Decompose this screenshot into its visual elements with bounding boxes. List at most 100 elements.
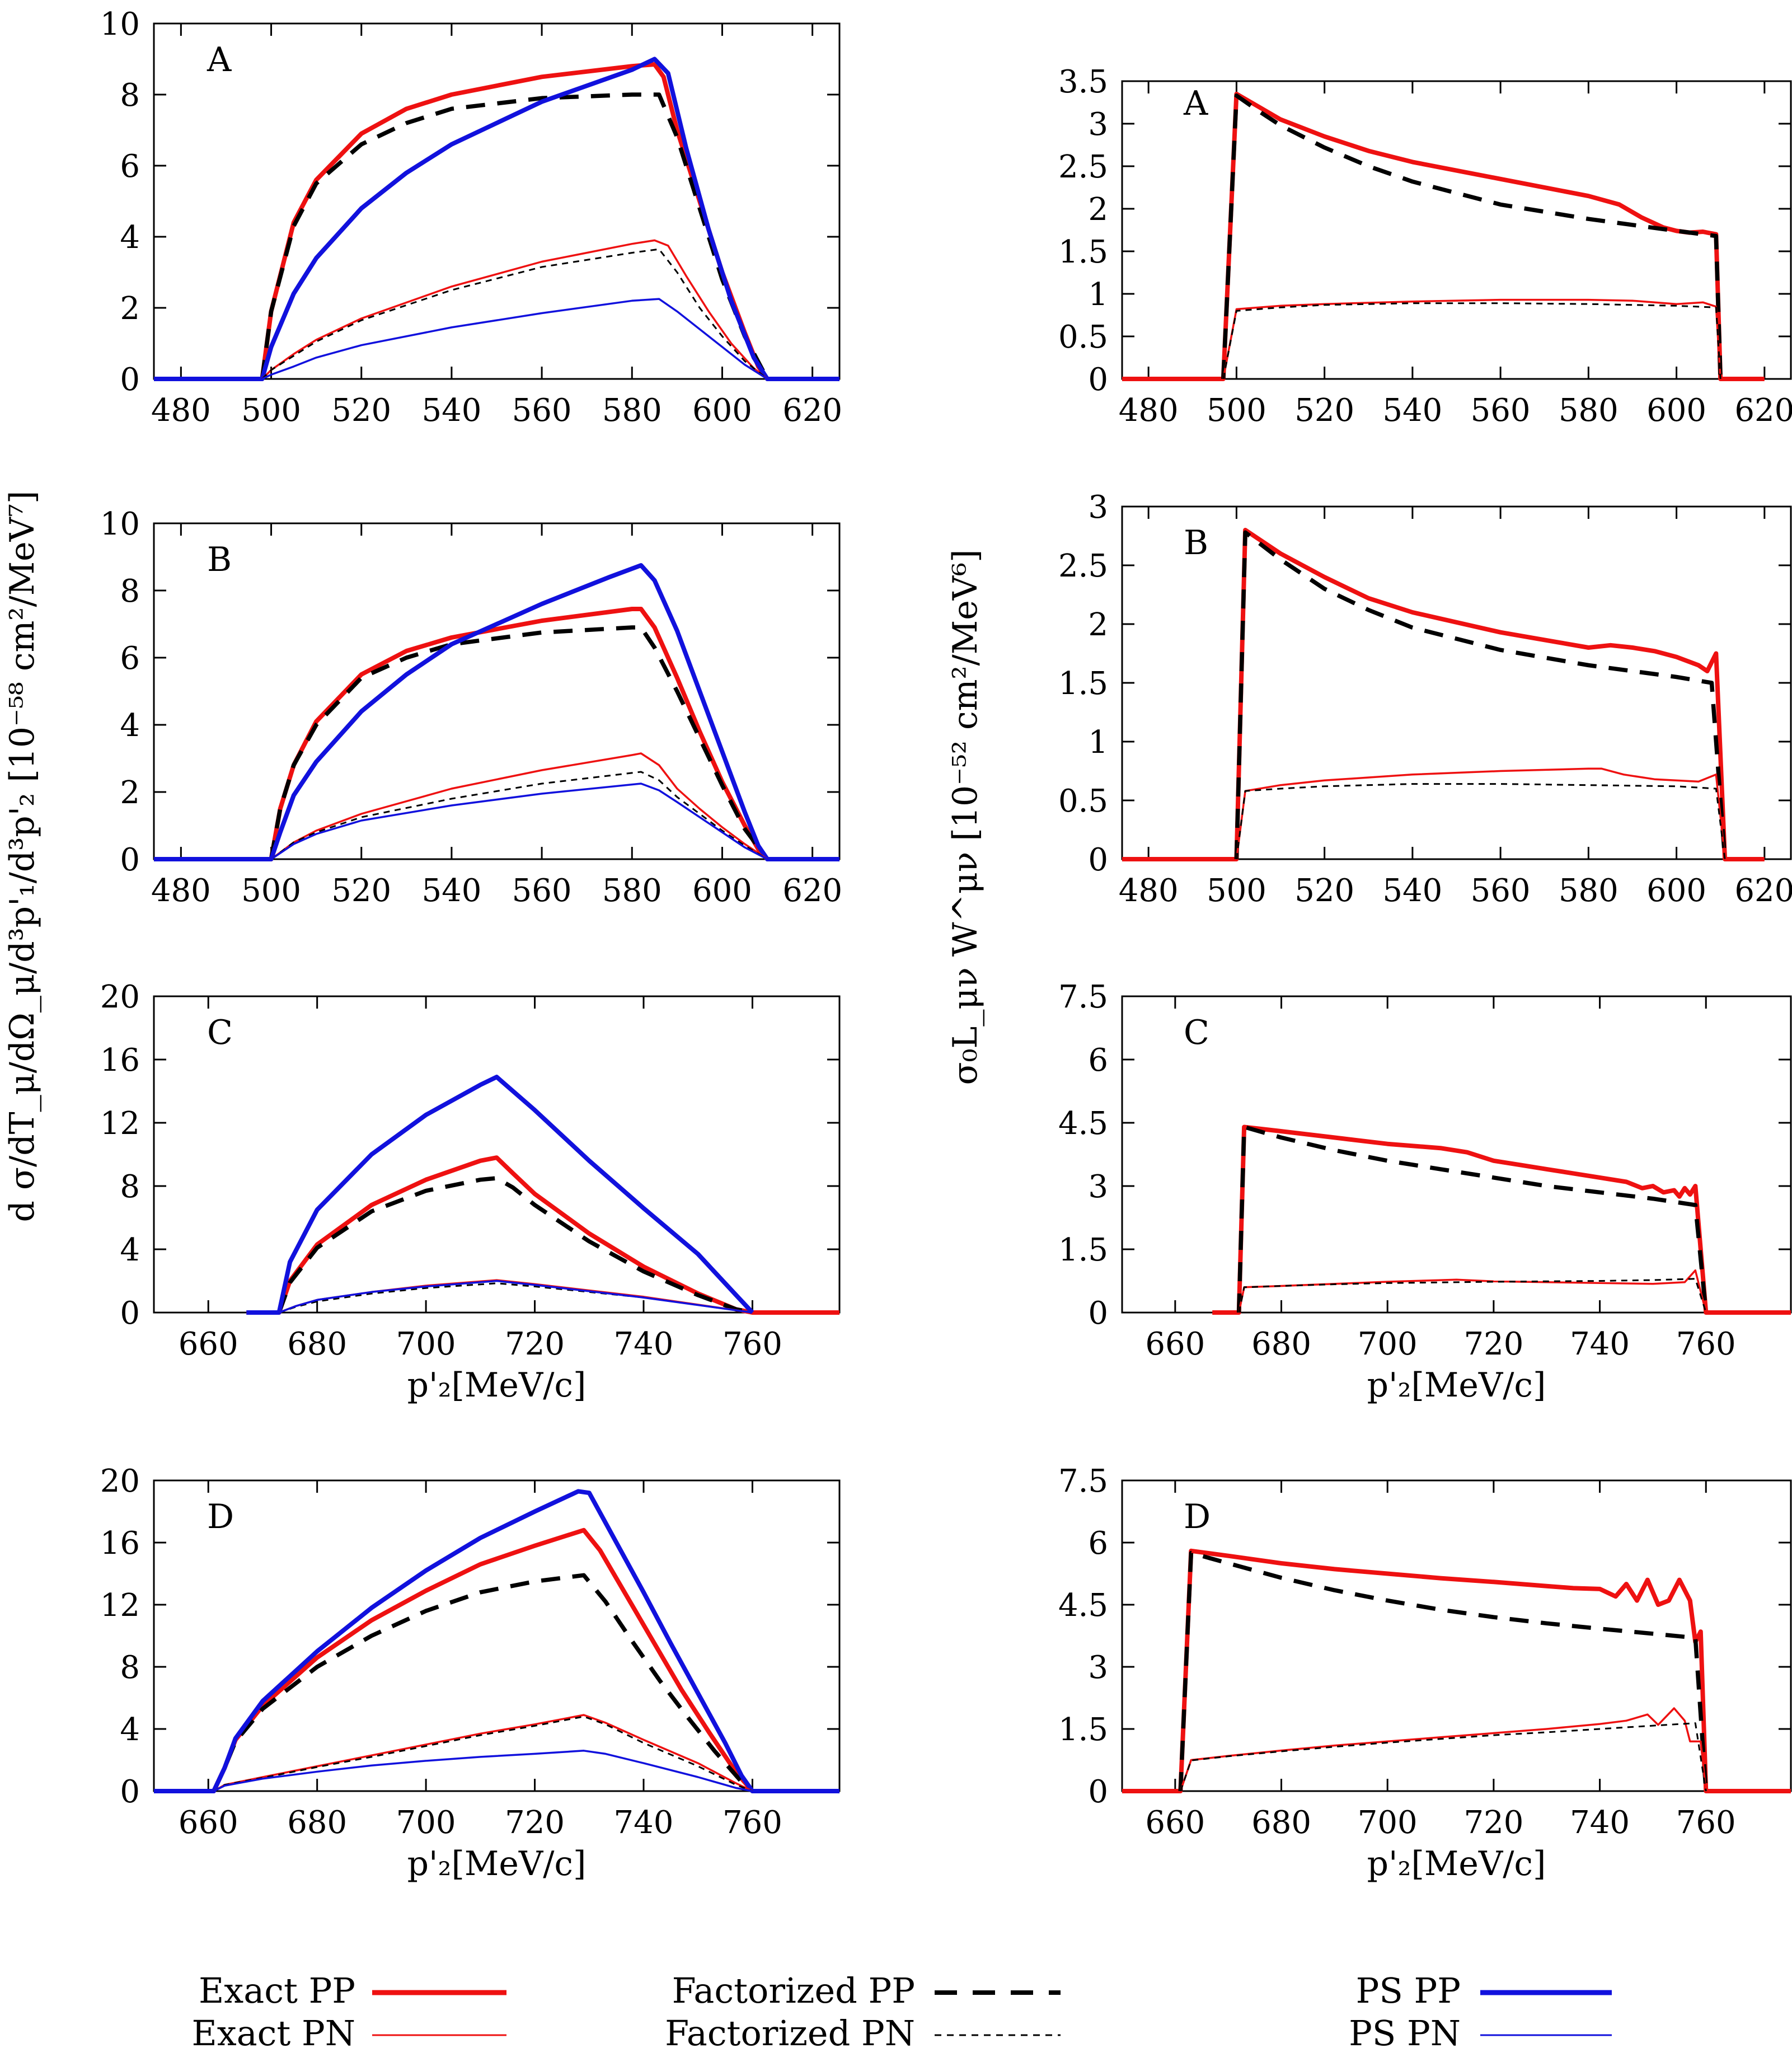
x-tick-label: 600 xyxy=(692,873,752,909)
x-tick-label: 660 xyxy=(179,1326,238,1362)
chart-panel-left-A: 480 500 520 540 560 580 600 620 0 2 4 6 8 10 A xyxy=(100,6,842,429)
y-tick-label: 4 xyxy=(120,1712,140,1748)
y-tick-label: 8 xyxy=(120,77,140,114)
series-line-ps-pp xyxy=(154,1489,839,1793)
panel-letter: A xyxy=(1183,84,1208,123)
y-tick-label: 6 xyxy=(120,148,140,185)
series-line-exact-pn xyxy=(1179,1707,1707,1792)
x-tick-label: 620 xyxy=(1734,392,1792,429)
chart-panel-left-C: 660 680 700 720 740 760 0 4 8 12 16 20 Cp'₂[MeV/c] xyxy=(100,979,841,1405)
x-tick-label: 500 xyxy=(1207,873,1266,909)
panel-letter: B xyxy=(1184,523,1208,563)
y-tick-label: 1.5 xyxy=(1058,234,1108,270)
x-tick-label: 480 xyxy=(1119,873,1179,909)
series-line-exact-pn xyxy=(1222,298,1721,379)
x-tick-label: 600 xyxy=(1646,873,1706,909)
panel-letter: B xyxy=(207,540,232,579)
y-tick-label: 4 xyxy=(120,219,140,256)
series-line-factorized-pn xyxy=(261,248,768,380)
x-tick-label: 580 xyxy=(1559,873,1619,909)
x-tick-label: 740 xyxy=(1570,1326,1630,1362)
x-tick-label: 600 xyxy=(692,392,752,429)
y-tick-label: 6 xyxy=(1088,1042,1108,1079)
y-tick-label: 16 xyxy=(100,1042,140,1079)
x-tick-label: 560 xyxy=(1471,873,1531,909)
y-tick-label: 10 xyxy=(100,506,140,542)
right-y-axis-label: σ₀L_μν W^μν [10⁻⁵² cm²/MeV⁶] xyxy=(946,550,985,1085)
y-tick-label: 8 xyxy=(120,1649,140,1686)
x-tick-label: 760 xyxy=(723,1805,782,1841)
x-tick-label: 760 xyxy=(1676,1326,1736,1362)
y-tick-label: 1 xyxy=(1088,724,1108,761)
x-tick-label: 500 xyxy=(1207,392,1266,429)
x-tick-label: 560 xyxy=(512,873,572,909)
plot-frame xyxy=(153,995,841,1314)
y-tick-label: 1.5 xyxy=(1058,1712,1108,1748)
plot-frame xyxy=(1121,80,1792,380)
x-axis-title: p'₂[MeV/c] xyxy=(1367,1366,1546,1405)
x-tick-label: 720 xyxy=(505,1805,565,1841)
x-tick-label: 700 xyxy=(1358,1326,1418,1362)
y-tick-label: 12 xyxy=(100,1587,140,1624)
x-tick-label: 740 xyxy=(1570,1805,1630,1841)
x-tick-label: 660 xyxy=(179,1805,238,1841)
x-tick-label: 580 xyxy=(602,392,662,429)
x-tick-label: 520 xyxy=(331,873,391,909)
x-tick-label: 520 xyxy=(1294,392,1354,429)
y-tick-label: 8 xyxy=(120,1169,140,1205)
series-line-exact-pp xyxy=(1122,528,1765,861)
x-tick-label: 540 xyxy=(1382,392,1442,429)
legend: Exact PP Exact PN Factorized PP Factoriz… xyxy=(191,1970,1612,2054)
panel-letter: C xyxy=(1184,1013,1209,1052)
chart-panel-right-D: 660 680 700 720 740 760 0 1.5 3 4.5 6 7.5 Dp'₂[MeV/c… xyxy=(1058,1463,1792,1883)
x-axis-title: p'₂[MeV/c] xyxy=(407,1844,587,1883)
x-tick-label: 620 xyxy=(782,392,842,429)
y-tick-label: 6 xyxy=(120,640,140,677)
y-tick-label: 7.5 xyxy=(1058,979,1108,1015)
legend-label-factorized-pn: Factorized PN xyxy=(665,2013,915,2054)
y-tick-label: 1.5 xyxy=(1058,666,1108,702)
y-tick-label: 3 xyxy=(1088,489,1108,526)
y-tick-label: 12 xyxy=(100,1105,140,1142)
y-tick-label: 0 xyxy=(1088,362,1108,398)
series-line-factorized-pp xyxy=(277,1176,753,1315)
x-tick-label: 480 xyxy=(1119,392,1179,429)
x-tick-label: 700 xyxy=(1358,1805,1418,1841)
x-tick-label: 500 xyxy=(241,392,301,429)
x-tick-label: 540 xyxy=(421,392,481,429)
y-tick-label: 3 xyxy=(1088,106,1108,143)
x-tick-label: 520 xyxy=(331,392,391,429)
series-line-factorized-pp xyxy=(269,625,770,861)
x-tick-label: 520 xyxy=(1294,873,1354,909)
x-tick-label: 680 xyxy=(287,1805,347,1841)
plot-frame xyxy=(1121,995,1792,1314)
legend-label-exact-pp: Exact PP xyxy=(199,1970,355,2011)
x-tick-label: 740 xyxy=(614,1326,674,1362)
chart-panel-right-B: 480 500 520 540 560 580 600 620 0 0.5 1 1.5 2 2.5 3 B xyxy=(1058,489,1792,909)
series-line-factorized-pp xyxy=(260,92,770,380)
y-tick-label: 0 xyxy=(120,362,140,398)
y-tick-label: 0 xyxy=(1088,1774,1108,1810)
x-tick-label: 480 xyxy=(151,392,211,429)
y-tick-label: 4.5 xyxy=(1058,1587,1108,1624)
series-line-ps-pp xyxy=(154,563,839,861)
x-tick-label: 680 xyxy=(1251,1805,1311,1841)
y-tick-label: 1 xyxy=(1088,277,1108,313)
series-line-exact-pp xyxy=(154,62,813,381)
series-line-exact-pp xyxy=(1212,1124,1791,1315)
y-tick-label: 0 xyxy=(120,1774,140,1810)
series-line-exact-pp xyxy=(154,1527,839,1793)
y-tick-label: 20 xyxy=(100,979,140,1015)
x-tick-label: 740 xyxy=(614,1805,674,1841)
panel-letter: D xyxy=(1184,1497,1211,1536)
y-tick-label: 2 xyxy=(1088,191,1108,228)
x-axis-title: p'₂[MeV/c] xyxy=(407,1366,587,1405)
x-tick-label: 660 xyxy=(1145,1805,1205,1841)
x-tick-label: 720 xyxy=(1463,1326,1523,1362)
panel-letter: C xyxy=(207,1013,233,1052)
x-tick-label: 660 xyxy=(1145,1326,1205,1362)
y-tick-label: 2 xyxy=(120,290,140,327)
x-tick-label: 620 xyxy=(782,873,842,909)
series-line-ps-pp xyxy=(154,57,839,381)
chart-panel-right-C: 660 680 700 720 740 760 0 1.5 3 4.5 6 7.5 Cp'₂[MeV/c… xyxy=(1058,979,1792,1405)
